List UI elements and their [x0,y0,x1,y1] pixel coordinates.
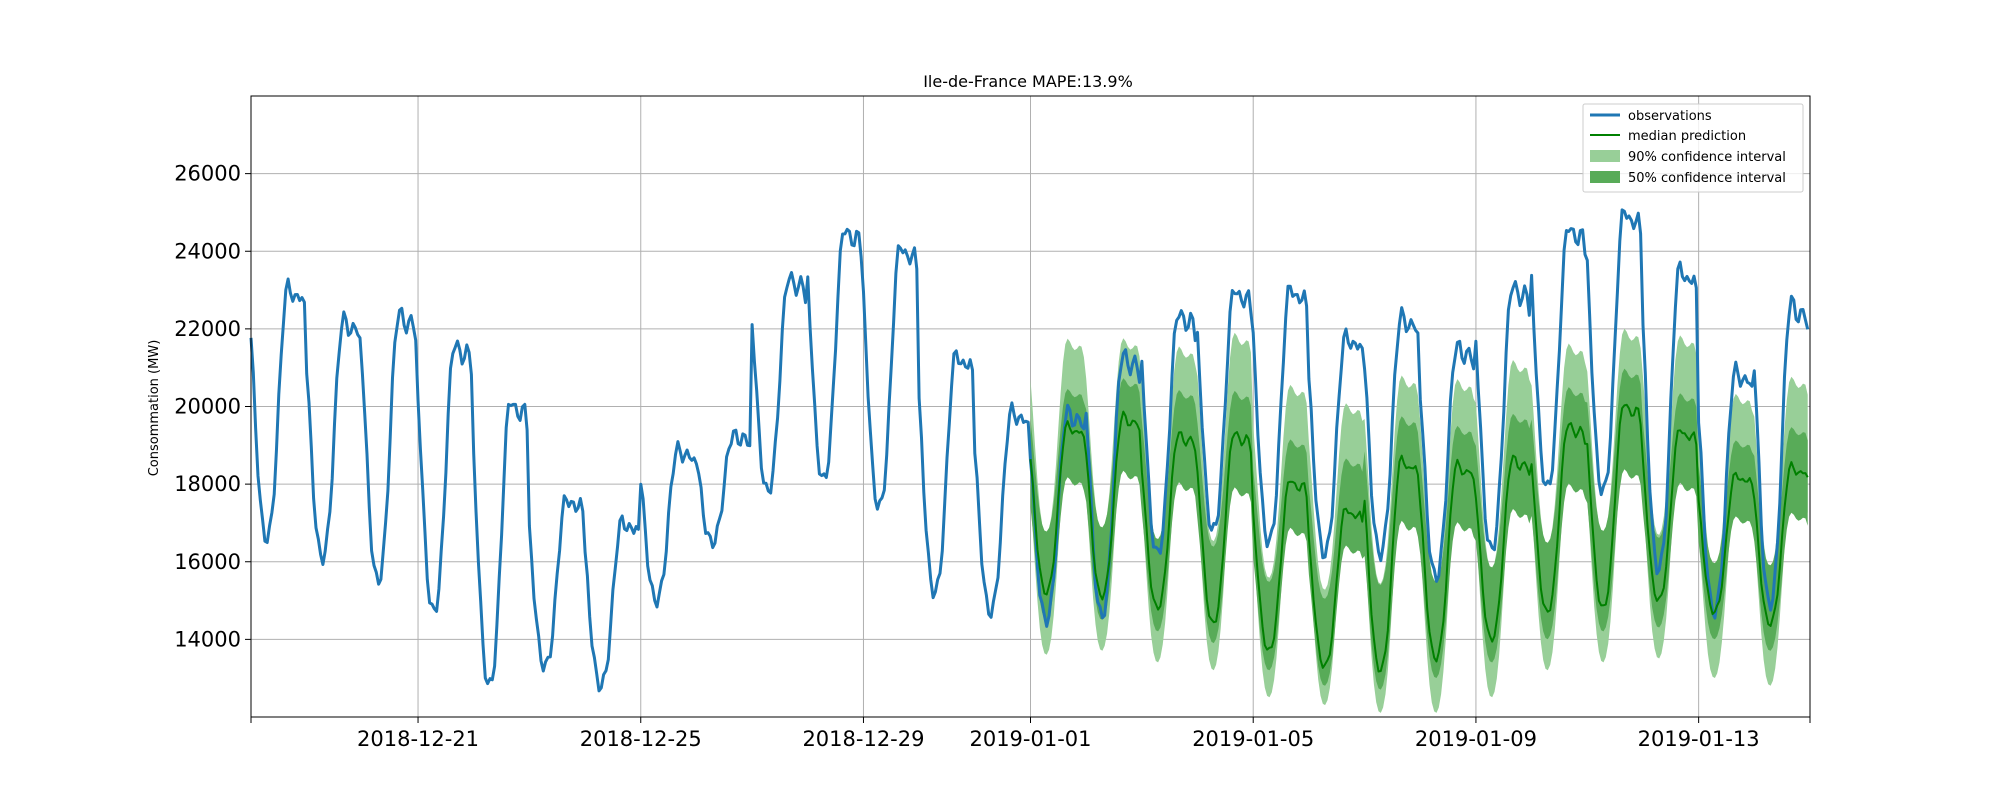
y-axis: 14000 16000 18000 20000 22000 24000 26000 [174,162,251,651]
band-50-layer [1030,368,1808,690]
y-tick-label: 20000 [174,395,241,419]
median-layer [1029,403,1809,673]
x-tick-label: 2019-01-13 [1638,727,1760,751]
x-tick-label: 2018-12-21 [357,727,479,751]
observations-layer [249,208,1810,693]
median-prediction-line [1029,403,1809,673]
y-axis-label: Consommation (MW) [147,340,162,477]
x-tick-label: 2019-01-09 [1415,727,1537,751]
x-tick-label: 2019-01-05 [1192,727,1314,751]
y-tick-label: 18000 [174,472,241,496]
y-tick-label: 16000 [174,550,241,574]
legend-label-90ci: 90% confidence interval [1628,150,1786,165]
x-tick-label: 2018-12-25 [580,727,702,751]
legend-swatch-90ci [1590,150,1620,162]
legend: observations median prediction 90% confi… [1582,103,1804,193]
legend-label-observations: observations [1628,109,1712,124]
x-tick-label: 2019-01-01 [969,727,1091,751]
y-tick-label: 26000 [174,162,241,186]
observations-line [249,208,1810,693]
legend-box [1582,103,1804,193]
legend-label-50ci: 50% confidence interval [1628,171,1786,186]
chart-title: Ile-de-France MAPE:13.9% [923,72,1133,91]
band-50-confidence-interval [1030,368,1808,690]
y-tick-label: 24000 [174,239,241,263]
legend-swatch-50ci [1590,171,1620,183]
x-axis: 2018-12-21 2018-12-25 2018-12-29 2019-01-01… [250,717,1811,751]
x-tick-label: 2018-12-29 [802,727,924,751]
legend-label-median: median prediction [1628,129,1746,144]
y-tick-label: 22000 [174,317,241,341]
y-tick-label: 14000 [174,627,241,651]
